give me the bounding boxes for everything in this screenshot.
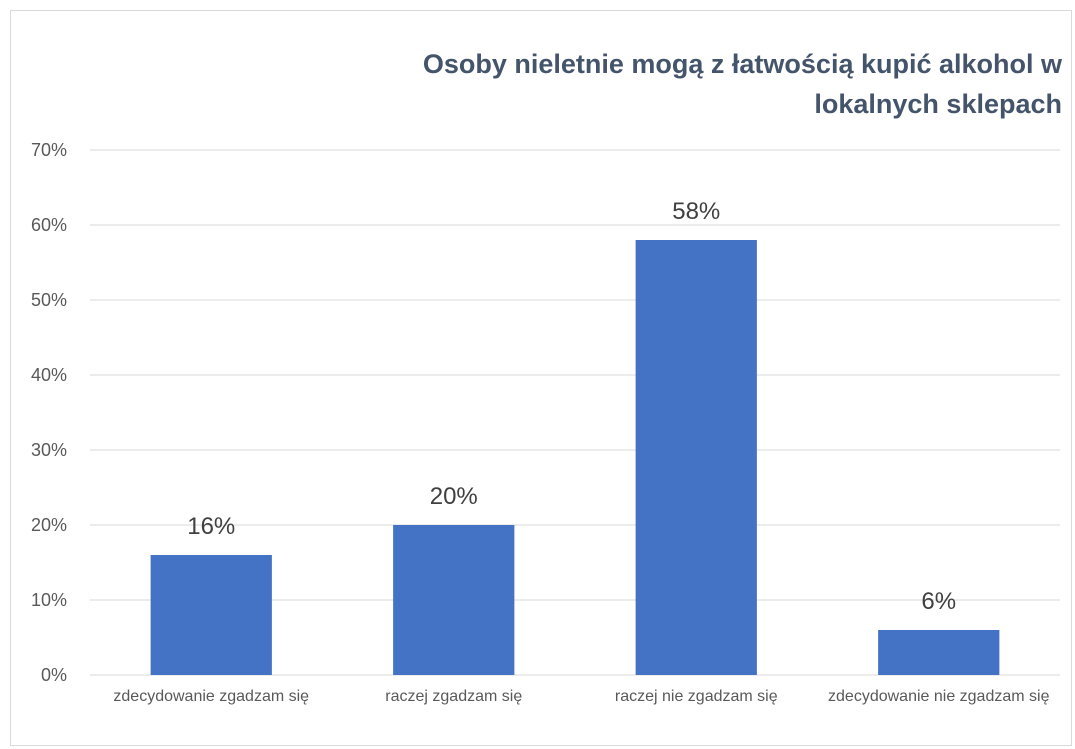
y-tick-label: 40%: [30, 365, 67, 385]
data-label: 20%: [429, 483, 478, 510]
x-tick-label: raczej nie zgadzam się: [614, 688, 778, 705]
bar: [150, 555, 272, 675]
chart-border: [10, 10, 1072, 746]
data-label: 6%: [921, 588, 957, 615]
y-tick-label: 60%: [30, 215, 67, 235]
data-label: 16%: [187, 513, 236, 540]
bar: [878, 630, 1000, 675]
x-tick-label: zdecydowanie nie zgadzam się: [828, 688, 1050, 705]
y-tick-label: 0%: [40, 665, 67, 685]
bar: [393, 525, 515, 675]
y-tick-label: 20%: [30, 515, 67, 535]
x-tick-label: raczej zgadzam się: [385, 688, 523, 705]
y-tick-label: 70%: [30, 140, 67, 160]
bar: [635, 240, 757, 675]
y-tick-label: 10%: [30, 590, 67, 610]
x-tick-label: zdecydowanie zgadzam się: [113, 688, 310, 705]
data-label: 58%: [672, 198, 721, 225]
y-tick-label: 50%: [30, 290, 67, 310]
y-tick-label: 30%: [30, 440, 67, 460]
chart-title: Osoby nieletnie mogą z łatwością kupić a…: [422, 49, 1062, 119]
